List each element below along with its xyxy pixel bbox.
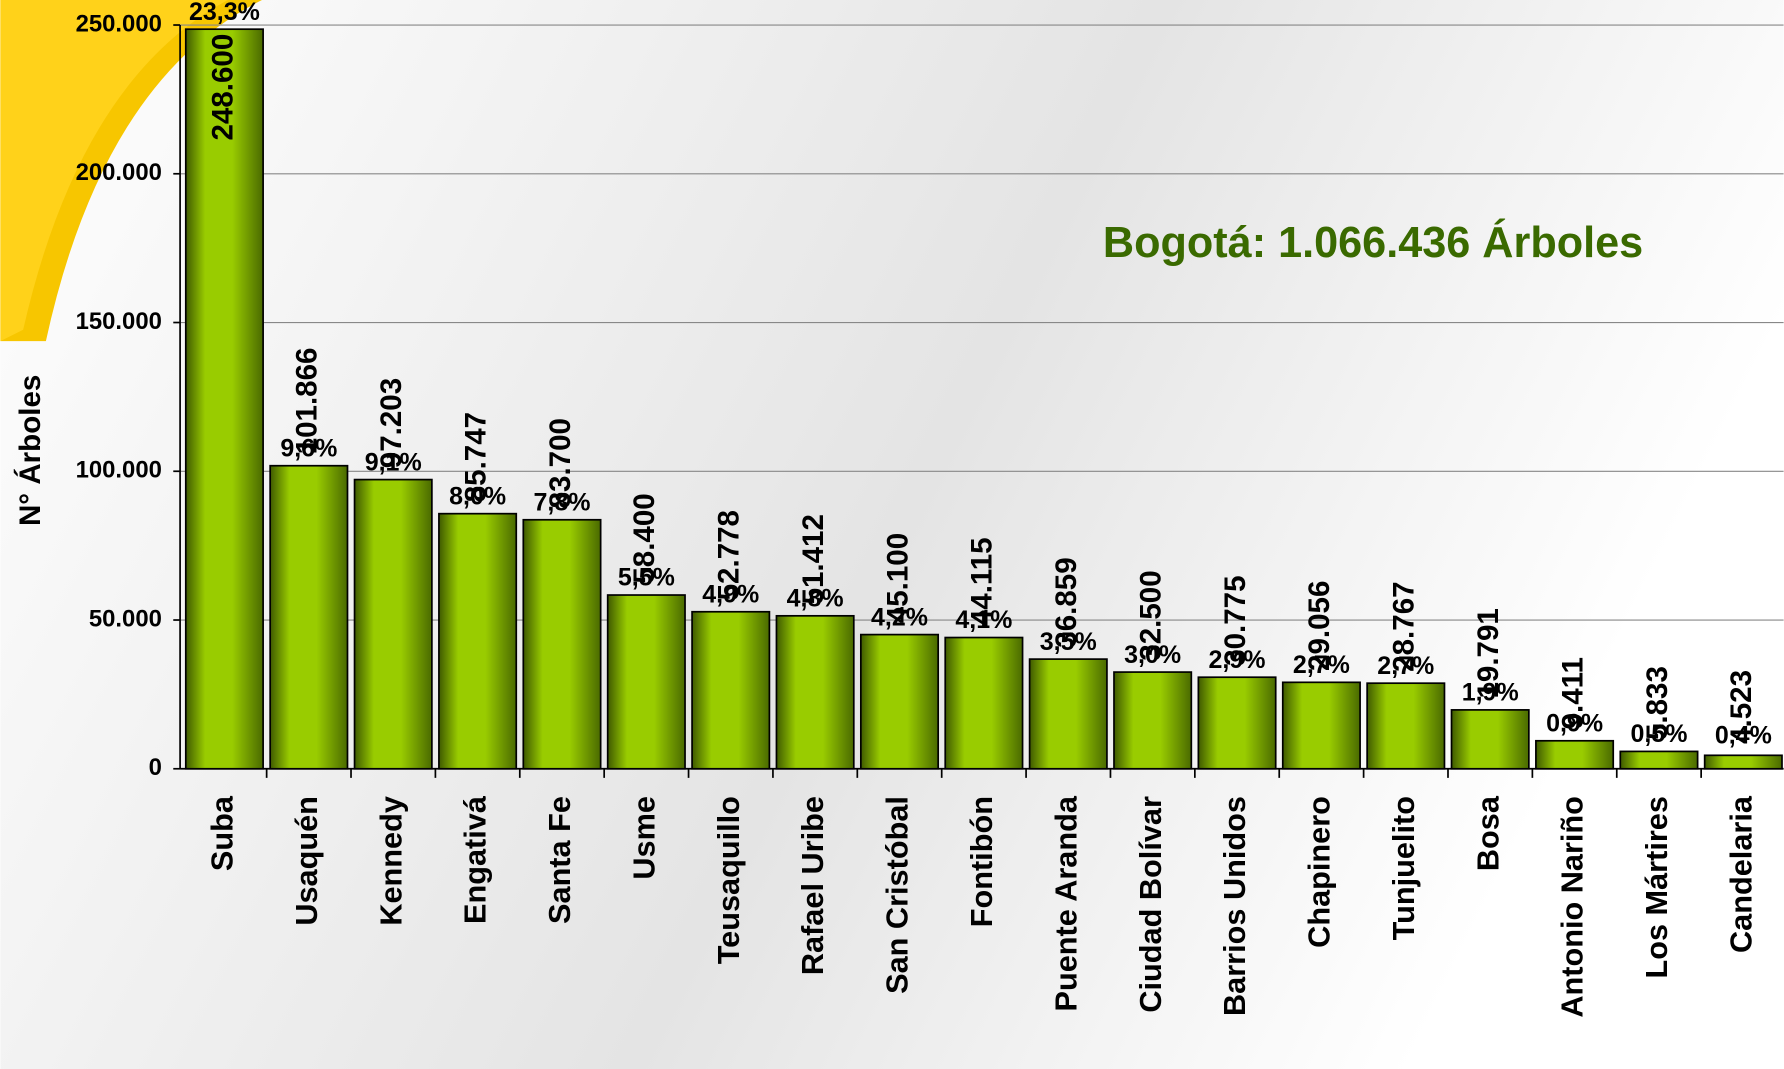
x-tick-label: Puente Aranda <box>1048 795 1083 1011</box>
bar <box>1198 677 1275 769</box>
x-tick-label: Chapinero <box>1302 796 1337 948</box>
bar <box>439 514 516 769</box>
share-label: 4,8% <box>787 585 844 613</box>
x-tick-label: Usme <box>626 796 661 880</box>
bar <box>861 635 938 769</box>
x-tick-label: Santa Fe <box>542 796 577 924</box>
bar <box>608 595 685 769</box>
y-tick-label: 100.000 <box>76 457 162 484</box>
x-tick-label: Teusaquillo <box>711 796 746 964</box>
value-label: 248.600 <box>206 34 239 141</box>
x-tick-label: Candelaria <box>1723 795 1758 953</box>
share-label: 5,5% <box>618 564 675 592</box>
x-tick-label: Suba <box>205 795 240 871</box>
y-tick-label: 150.000 <box>76 308 162 335</box>
x-tick-label: Ciudad Bolívar <box>1133 796 1168 1013</box>
bar <box>1620 751 1697 768</box>
bar <box>692 612 769 769</box>
annotation: Bogotá: 1.066.436 Árboles <box>1103 219 1643 267</box>
share-label: 4,2% <box>871 603 928 631</box>
share-label: 23,3% <box>189 0 260 26</box>
x-tick-label: Barrios Unidos <box>1217 796 1252 1016</box>
x-tick-label: Kennedy <box>373 796 408 926</box>
y-tick-label: 200.000 <box>76 159 162 186</box>
bar <box>1452 710 1529 769</box>
share-label: 2,9% <box>1209 646 1266 674</box>
chart: Bogotá: 1.066.436 Árboles N° Árboles 0 50… <box>0 0 1784 1069</box>
y-tick-label: 0 <box>149 754 162 781</box>
share-label: 0,5% <box>1630 720 1687 748</box>
bar <box>1367 683 1444 769</box>
share-label: 1,9% <box>1462 679 1519 707</box>
bar <box>945 638 1022 769</box>
bar <box>355 480 432 769</box>
x-tick-label: Tunjuelito <box>1386 796 1421 940</box>
x-tick-label: San Cristóbal <box>880 796 915 994</box>
bar <box>1030 659 1107 769</box>
y-axis-label: N° Árboles <box>13 375 47 526</box>
x-tick-label: Engativá <box>458 795 493 924</box>
x-tick-label: Bosa <box>1470 795 1505 871</box>
share-label: 2,7% <box>1293 651 1350 679</box>
share-label: 2,7% <box>1377 652 1434 680</box>
y-tick-label: 250.000 <box>76 10 162 37</box>
bar <box>1536 741 1613 769</box>
bar <box>1114 672 1191 769</box>
share-label: 0,9% <box>1546 709 1603 737</box>
bar <box>1283 682 1360 768</box>
share-label: 4,9% <box>702 580 759 608</box>
share-label: 7,8% <box>533 488 590 516</box>
y-tick-label: 50.000 <box>89 605 162 632</box>
x-tick-label: Los Mártires <box>1639 796 1674 978</box>
x-tick-label: Fontibón <box>964 796 999 927</box>
share-label: 4,1% <box>955 606 1012 634</box>
share-label: 3,5% <box>1040 628 1097 656</box>
bar <box>270 466 347 769</box>
share-label: 0,4% <box>1715 722 1772 750</box>
bar <box>776 616 853 769</box>
share-label: 8,0% <box>449 482 506 510</box>
bar <box>1705 755 1782 768</box>
bar <box>523 520 600 769</box>
x-tick-label: Antonio Nariño <box>1555 796 1590 1018</box>
share-label: 9,6% <box>280 434 337 462</box>
share-label: 9,1% <box>365 448 422 476</box>
x-tick-label: Rafael Uribe <box>795 796 830 975</box>
share-label: 3,0% <box>1124 641 1181 669</box>
x-tick-label: Usaquén <box>289 796 324 926</box>
